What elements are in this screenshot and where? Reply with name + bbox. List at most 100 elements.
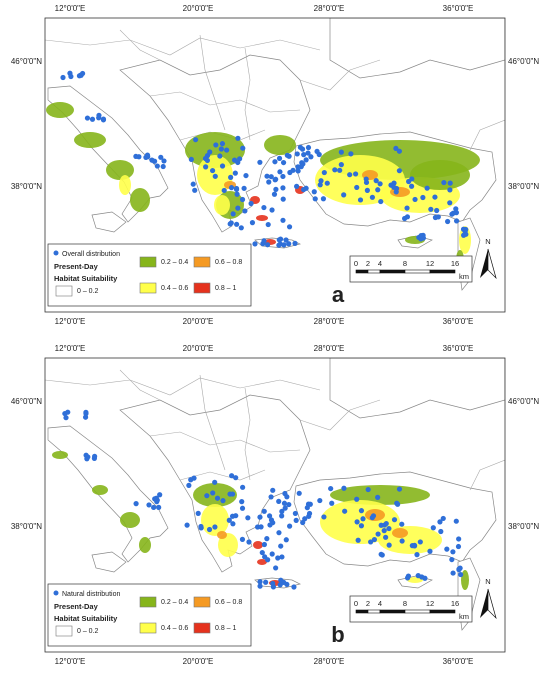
occurrence-point bbox=[422, 575, 428, 581]
occurrence-point bbox=[257, 583, 263, 589]
lat-label: 46°0'0"N bbox=[508, 397, 539, 406]
land bbox=[329, 18, 505, 79]
legend-swatch bbox=[139, 256, 157, 268]
occurrence-point bbox=[220, 498, 226, 504]
occurrence-point bbox=[272, 159, 278, 165]
occurrence-point bbox=[341, 192, 347, 198]
occurrence-point bbox=[276, 498, 282, 504]
occurrence-point bbox=[279, 554, 285, 560]
occurrence-point bbox=[191, 475, 197, 481]
lon-label: 28°0'0"E bbox=[314, 4, 345, 13]
occurrence-point bbox=[348, 151, 354, 157]
suitability-patch bbox=[120, 512, 140, 528]
occurrence-point bbox=[458, 571, 464, 578]
panel-label: b bbox=[331, 622, 344, 647]
occurrence-point bbox=[186, 482, 192, 488]
occurrence-point bbox=[292, 240, 298, 246]
occurrence-point bbox=[449, 556, 455, 563]
lon-label: 36°0'0"E bbox=[443, 344, 474, 353]
suitability-patch bbox=[52, 451, 68, 459]
occurrence-point bbox=[235, 205, 241, 211]
occurrence-point bbox=[353, 171, 359, 177]
occurrence-point bbox=[259, 549, 265, 556]
occurrence-point bbox=[157, 492, 163, 498]
occurrence-point bbox=[210, 490, 216, 496]
occurrence-point bbox=[258, 524, 264, 530]
occurrence-point bbox=[449, 211, 455, 217]
occurrence-point bbox=[284, 152, 290, 158]
occurrence-point bbox=[212, 173, 218, 179]
occurrence-point bbox=[270, 580, 276, 587]
occurrence-point bbox=[294, 151, 300, 157]
lon-label: 12°0'0"E bbox=[55, 4, 86, 13]
legend-class-label: 0.2 – 0.4 bbox=[161, 599, 188, 606]
occurrence-point bbox=[447, 200, 453, 206]
map-panel: 12°0'0"E 12°0'0"E 20°0'0"E 20°0'0"E 28°0'0"E… bbox=[11, 344, 540, 666]
occurrence-point bbox=[295, 164, 301, 170]
occurrence-point bbox=[383, 520, 389, 527]
scale-box bbox=[349, 595, 473, 623]
occurrence-point bbox=[453, 218, 460, 224]
legend-swatch bbox=[193, 596, 211, 608]
border bbox=[299, 399, 381, 431]
legend-swatch bbox=[55, 625, 73, 637]
scale-label: 8 bbox=[403, 599, 407, 608]
north-arrow bbox=[487, 248, 497, 280]
occurrence-point bbox=[192, 187, 198, 193]
occurrence-point bbox=[290, 167, 296, 173]
occurrence-point bbox=[234, 191, 240, 197]
scale-segment bbox=[429, 609, 456, 614]
occurrence-point bbox=[317, 182, 323, 188]
lon-label: 20°0'0"E bbox=[183, 317, 214, 326]
occurrence-point bbox=[83, 411, 89, 417]
occurrence-point bbox=[190, 181, 196, 187]
occurrence-point bbox=[268, 494, 274, 500]
occurrence-point bbox=[291, 584, 297, 590]
occurrence-point bbox=[281, 500, 288, 506]
occurrence-point bbox=[237, 156, 243, 162]
occurrence-point bbox=[184, 522, 190, 528]
occurrence-point bbox=[214, 495, 221, 501]
occurrence-point bbox=[402, 215, 408, 222]
legend-box bbox=[47, 583, 252, 647]
occurrence-point bbox=[261, 508, 267, 514]
occurrence-point bbox=[219, 163, 226, 169]
lon-label: 36°0'0"E bbox=[443, 657, 474, 666]
occurrence-point bbox=[100, 116, 107, 122]
border bbox=[244, 387, 251, 481]
suitability-patch bbox=[218, 533, 238, 557]
occurrence-point bbox=[92, 453, 98, 459]
occurrence-point bbox=[373, 178, 379, 184]
legend-swatch bbox=[193, 282, 211, 294]
occurrence-point bbox=[84, 115, 91, 121]
occurrence-point bbox=[420, 194, 426, 201]
occurrence-point bbox=[238, 225, 244, 231]
occurrence-point bbox=[438, 528, 444, 535]
occurrence-point bbox=[338, 149, 344, 155]
occurrence-point bbox=[386, 525, 392, 532]
occurrence-point bbox=[358, 508, 365, 514]
occurrence-point bbox=[233, 475, 239, 481]
suitability-patch bbox=[193, 483, 237, 507]
occurrence-point bbox=[461, 232, 467, 238]
occurrence-point bbox=[460, 226, 467, 232]
map-content bbox=[45, 18, 505, 291]
scale-label: 16 bbox=[451, 259, 459, 268]
suitability-patch bbox=[407, 577, 423, 583]
lon-label: 20°0'0"E bbox=[183, 657, 214, 666]
legend-swatch bbox=[139, 622, 157, 634]
occurrence-point bbox=[357, 197, 364, 203]
legend-point bbox=[53, 590, 59, 596]
border bbox=[199, 374, 226, 471]
occurrence-point bbox=[156, 504, 162, 510]
occurrence-point bbox=[314, 148, 320, 154]
legend-class-label: 0.8 – 1 bbox=[215, 285, 237, 292]
occurrence-point bbox=[363, 179, 370, 186]
legend-title: Present-Day bbox=[54, 262, 99, 271]
legend-class-label: 0.4 – 0.6 bbox=[161, 625, 188, 632]
occurrence-point bbox=[272, 177, 278, 183]
occurrence-point bbox=[305, 144, 312, 151]
occurrence-point bbox=[146, 502, 152, 508]
lon-label: 12°0'0"E bbox=[55, 657, 86, 666]
